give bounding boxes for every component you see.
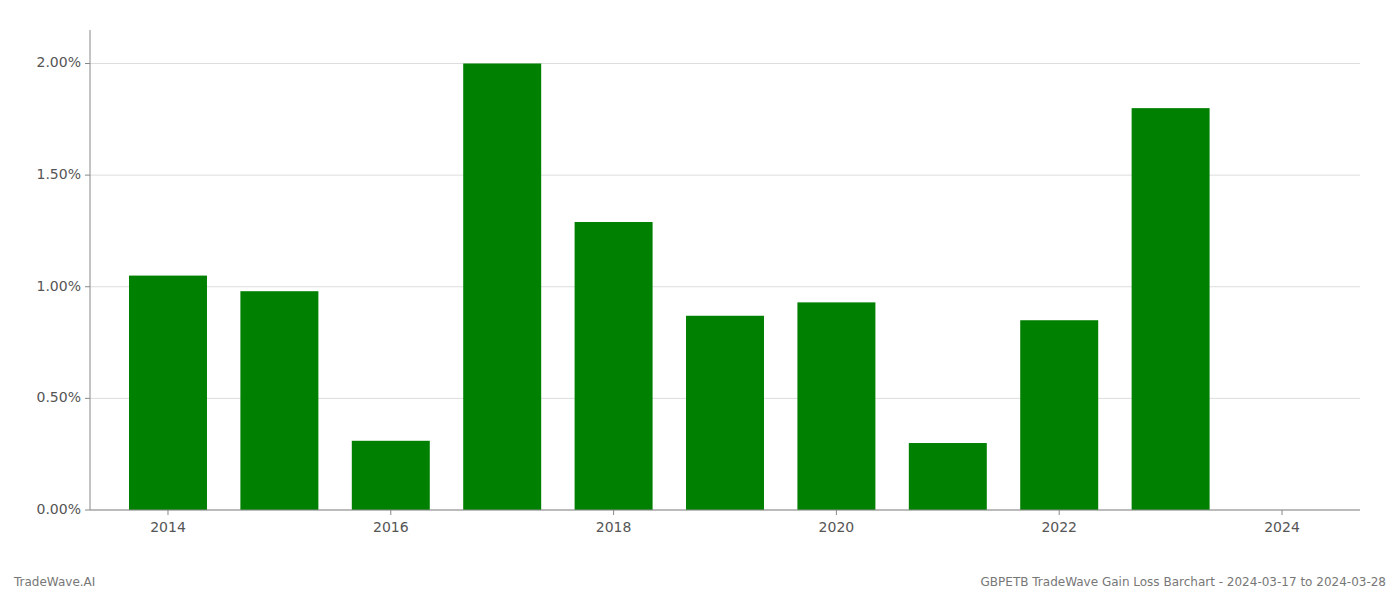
y-tick [85,510,90,511]
y-tick [85,63,90,64]
bar [909,443,987,510]
x-tick-label: 2016 [373,519,409,535]
bar [352,441,430,510]
y-axis-line [90,30,91,510]
footer-text: GBPETB TradeWave Gain Loss Barchart - 20… [981,575,1386,589]
bar [797,302,875,510]
bar [1132,108,1210,510]
y-axis: 0.00% 0.50% 1.00% 1.50% 2.00% [37,30,90,517]
bars [129,63,1210,510]
y-tick [85,398,90,399]
bar [575,222,653,510]
x-tick-label: 2014 [150,519,186,535]
x-tick [613,510,614,515]
y-tick [85,175,90,176]
x-axis-line [90,510,1360,511]
x-tick [836,510,837,515]
bar [686,316,764,510]
x-axis: 2014 2016 2018 2020 2022 2024 [90,510,1360,535]
y-tick-label: 1.00% [37,278,81,294]
x-tick [1059,510,1060,515]
footer: TradeWave.AI GBPETB TradeWave Gain Loss B… [13,575,1386,589]
x-tick [390,510,391,515]
bar [463,63,541,510]
x-tick [167,510,168,515]
grid-line [90,63,1360,64]
chart-svg: 0.00% 0.50% 1.00% 1.50% 2.00% 2014 2016 2018 202… [0,0,1400,600]
bar [240,291,318,510]
grid-line [90,510,1360,511]
bar [129,276,207,510]
x-tick-label: 2018 [596,519,632,535]
x-tick [1282,510,1283,515]
footer-text: TradeWave.AI [13,575,95,589]
y-tick-label: 1.50% [37,166,81,182]
page: {"chart_data": {"type": "bar", "x": [201… [0,0,1400,600]
x-tick-label: 2022 [1041,519,1077,535]
x-tick-label: 2020 [819,519,855,535]
grid [90,63,1360,510]
x-tick-label: 2024 [1264,519,1300,535]
y-tick-label: 0.00% [37,501,81,517]
y-tick-label: 2.00% [37,54,81,70]
bar [1020,320,1098,510]
y-tick [85,286,90,287]
y-tick-label: 0.50% [37,389,81,405]
chart-container: 0.00% 0.50% 1.00% 1.50% 2.00% 2014 2016 2018 202… [0,0,1400,600]
